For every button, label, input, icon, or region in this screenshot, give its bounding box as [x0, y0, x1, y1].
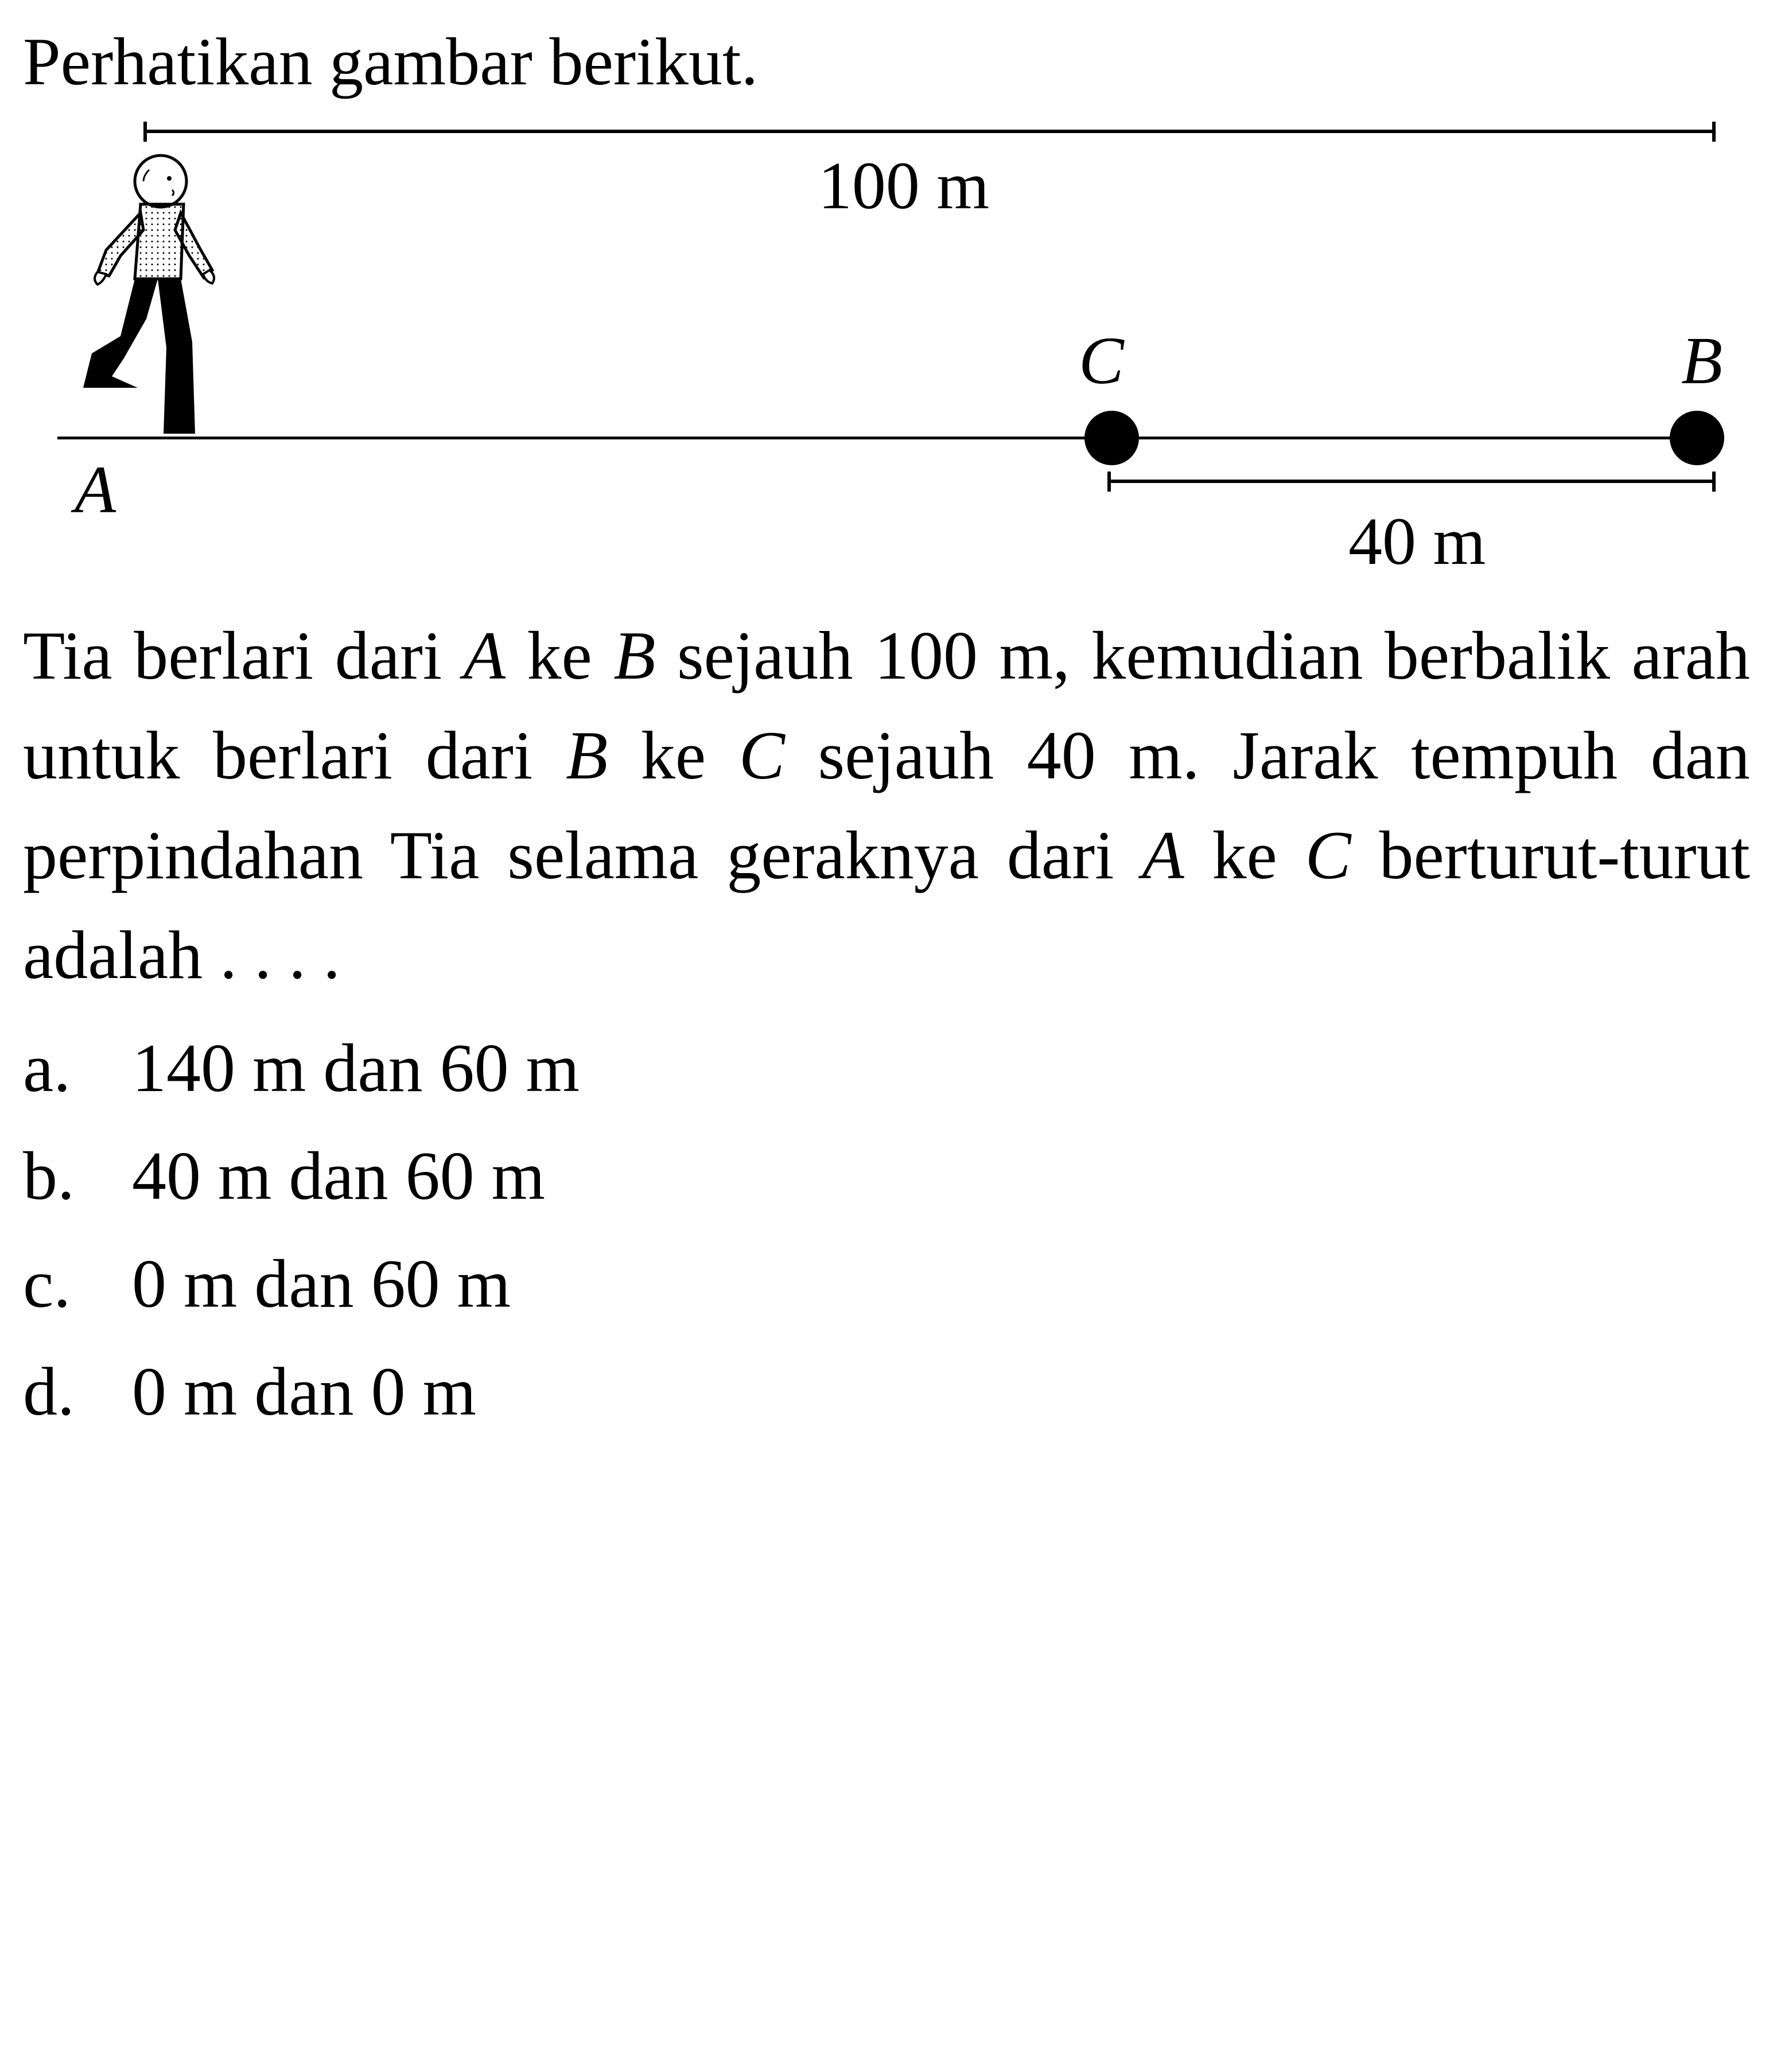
var-c: C	[739, 717, 785, 793]
option-text: 140 m dan 60 m	[132, 1016, 580, 1120]
motion-diagram: 100 m	[57, 118, 1750, 577]
question-text: Tia berlari dari A ke B sejauh 100 m, ke…	[23, 606, 1750, 1005]
point-a-label: A	[75, 451, 116, 529]
point-b-marker	[1670, 411, 1724, 465]
total-distance-label: 100 m	[818, 147, 989, 225]
option-letter: d.	[23, 1340, 80, 1443]
var-a: A	[464, 617, 506, 694]
option-b: b. 40 m dan 60 m	[23, 1124, 1750, 1228]
option-letter: a.	[23, 1016, 80, 1120]
option-text: 40 m dan 60 m	[132, 1124, 545, 1228]
option-letter: c.	[23, 1232, 80, 1335]
instruction-title: Perhatikan gambar berikut.	[23, 23, 1750, 101]
question-part: ke	[1184, 817, 1305, 893]
option-a: a. 140 m dan 60 m	[23, 1016, 1750, 1120]
var-a: A	[1142, 817, 1184, 893]
point-b-label: B	[1681, 322, 1723, 400]
point-c-label: C	[1079, 322, 1124, 400]
question-part: ke	[506, 617, 613, 694]
option-letter: b.	[23, 1124, 80, 1228]
answer-options: a. 140 m dan 60 m b. 40 m dan 60 m c. 0 …	[23, 1016, 1750, 1443]
person-icon	[80, 147, 224, 434]
var-c: C	[1305, 817, 1351, 893]
option-text: 0 m dan 60 m	[132, 1232, 511, 1335]
option-d: d. 0 m dan 0 m	[23, 1340, 1750, 1443]
question-part: ke	[608, 717, 739, 793]
var-b: B	[566, 717, 608, 793]
document-container: Perhatikan gambar berikut. 100 m	[23, 23, 1750, 1443]
top-distance-bracket	[143, 130, 1716, 147]
question-part: Tia berlari dari	[23, 617, 464, 694]
bottom-distance-bracket	[1107, 480, 1716, 497]
ground-line	[57, 437, 1721, 439]
option-c: c. 0 m dan 60 m	[23, 1232, 1750, 1335]
point-c-marker	[1084, 411, 1139, 465]
var-b: B	[613, 617, 655, 694]
segment-distance-label: 40 m	[1348, 503, 1486, 581]
option-text: 0 m dan 0 m	[132, 1340, 476, 1443]
